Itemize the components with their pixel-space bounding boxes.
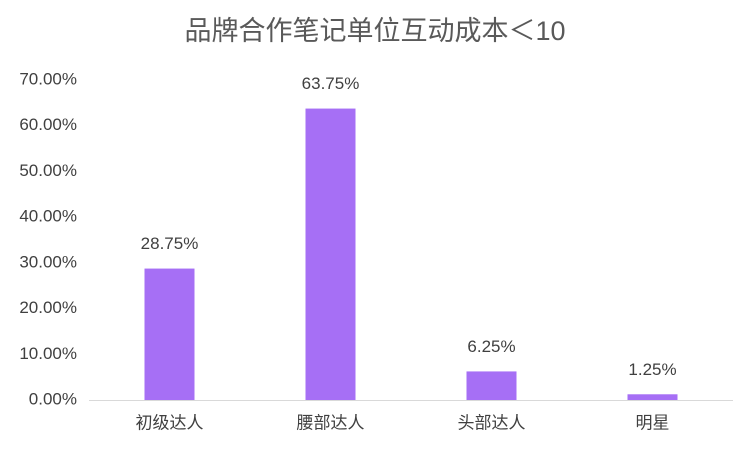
y-tick-label: 40.00% bbox=[19, 207, 77, 226]
x-tick-label: 腰部达人 bbox=[297, 413, 365, 432]
data-label: 1.25% bbox=[628, 360, 676, 379]
y-tick-label: 50.00% bbox=[19, 161, 77, 180]
chart-title: 品牌合作笔记单位互动成本＜10 bbox=[184, 16, 565, 46]
x-tick-label: 头部达人 bbox=[458, 413, 526, 432]
bar bbox=[144, 268, 195, 400]
y-tick-label: 0.00% bbox=[29, 389, 77, 408]
x-tick-label: 明星 bbox=[636, 413, 670, 432]
y-tick-label: 70.00% bbox=[19, 69, 77, 88]
bar bbox=[466, 371, 517, 400]
y-tick-label: 20.00% bbox=[19, 298, 77, 317]
y-tick-label: 10.00% bbox=[19, 344, 77, 363]
bar bbox=[627, 394, 678, 400]
x-tick-label: 初级达人 bbox=[136, 413, 204, 432]
data-label: 63.75% bbox=[302, 74, 360, 93]
y-tick-label: 30.00% bbox=[19, 252, 77, 271]
bar bbox=[305, 108, 356, 401]
data-label: 6.25% bbox=[467, 337, 515, 356]
y-tick-label: 60.00% bbox=[19, 115, 77, 134]
data-label: 28.75% bbox=[141, 234, 199, 253]
